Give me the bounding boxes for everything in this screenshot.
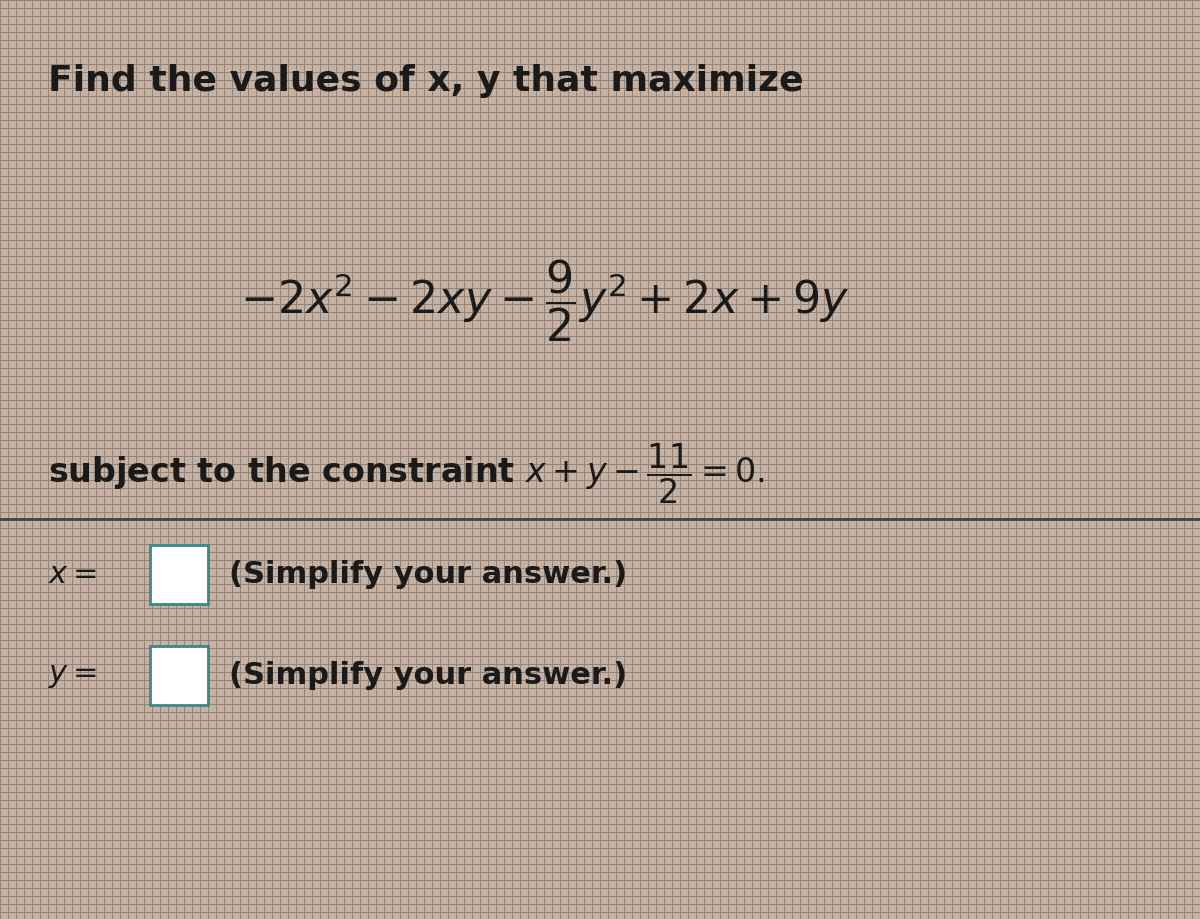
Text: $-2x^2 - 2xy - \dfrac{9}{2}y^2 + 2x + 9y$: $-2x^2 - 2xy - \dfrac{9}{2}y^2 + 2x + 9y…	[240, 257, 850, 345]
Text: $x =$: $x =$	[48, 560, 97, 589]
Text: Find the values of x, y that maximize: Find the values of x, y that maximize	[48, 64, 804, 98]
Text: $y =$: $y =$	[48, 661, 97, 690]
Text: (Simplify your answer.): (Simplify your answer.)	[229, 661, 628, 690]
Text: (Simplify your answer.): (Simplify your answer.)	[229, 560, 628, 589]
Text: subject to the constraint $x + y - \dfrac{11}{2} = 0.$: subject to the constraint $x + y - \dfra…	[48, 441, 764, 505]
FancyBboxPatch shape	[150, 645, 208, 706]
FancyBboxPatch shape	[150, 544, 208, 605]
